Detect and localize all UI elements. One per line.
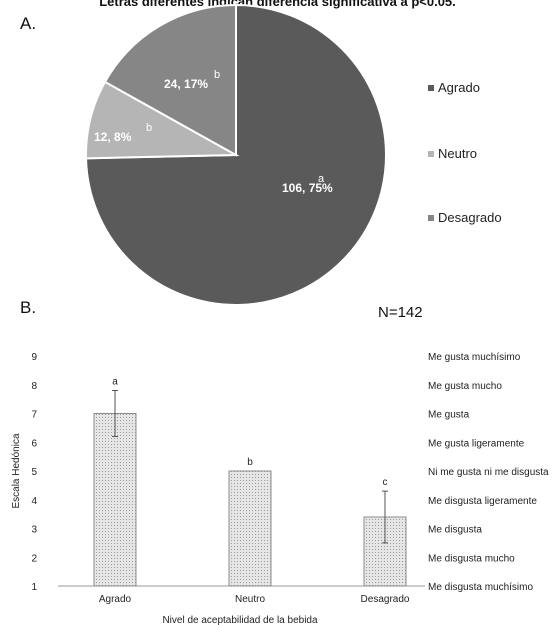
legend-swatch-desagrado: [428, 215, 434, 221]
x-axis-label: Nivel de aceptabilidad de la bebida: [162, 615, 318, 625]
panel-a-label: A.: [20, 14, 37, 33]
significance-letter-desagrado: c: [383, 477, 388, 488]
hedonic-scale-label: Me disgusta: [428, 525, 482, 536]
y-tick-label: 6: [31, 438, 37, 449]
y-tick-label: 9: [31, 352, 37, 363]
y-tick-label: 8: [31, 381, 37, 392]
y-tick-label: 1: [31, 582, 37, 593]
bar-neutro: [228, 470, 272, 587]
hedonic-scale-label: Me gusta mucho: [428, 381, 502, 392]
hedonic-scale-label: Ni me gusta ni me disgusta: [428, 467, 549, 478]
pie-significance-letter-neutro: b: [146, 122, 152, 134]
hedonic-scale-label: Me disgusta ligeramente: [428, 496, 537, 507]
legend-swatch-neutro: [428, 151, 434, 157]
hedonic-scale-label: Me disgusta mucho: [428, 553, 515, 564]
y-tick-label: 5: [31, 467, 37, 478]
y-tick-label: 4: [31, 496, 37, 507]
pie-significance-letter-agrado: a: [318, 173, 325, 185]
x-tick-label-neutro: Neutro: [235, 594, 265, 605]
x-tick-label-agrado: Agrado: [99, 594, 132, 605]
legend-label-neutro: Neutro: [438, 146, 477, 161]
hedonic-scale-label: Me gusta muchísimo: [428, 352, 521, 363]
significance-letter-neutro: b: [247, 457, 253, 468]
figure-title: Letras diferentes indican diferencia sig…: [99, 0, 456, 9]
significance-letter-agrado: a: [112, 377, 118, 388]
hedonic-scale-label: Me gusta ligeramente: [428, 438, 525, 449]
legend-swatch-agrado: [428, 85, 434, 91]
legend-label-desagrado: Desagrado: [438, 210, 502, 225]
pie-slice-desagrado: [103, 3, 237, 157]
pie-data-label-agrado: 106, 75%: [282, 181, 333, 195]
legend-label-agrado: Agrado: [438, 80, 480, 95]
panel-b-label: B.: [20, 298, 37, 317]
y-tick-label: 2: [31, 553, 37, 564]
pie-chart: 106, 75%a 12, 8% b 24, 17% b Agrado Neutro Desa…: [85, 3, 502, 306]
sample-size-label: N=142: [378, 304, 423, 321]
hedonic-scale-label: Me gusta: [428, 410, 470, 421]
x-tick-label-desagrado: Desagrado: [361, 594, 410, 605]
pie-data-label-desagrado: 24, 17%: [164, 77, 208, 91]
hedonic-scale-label: Me disgusta muchísimo: [428, 582, 533, 593]
bar-agrado: [93, 413, 137, 587]
y-tick-label: 7: [31, 410, 37, 421]
pie-data-label-neutro: 12, 8%: [94, 130, 132, 144]
y-axis-label: Escala Hedónica: [11, 433, 22, 508]
y-tick-label: 3: [31, 525, 37, 536]
pie-significance-letter-desagrado: b: [214, 69, 220, 81]
